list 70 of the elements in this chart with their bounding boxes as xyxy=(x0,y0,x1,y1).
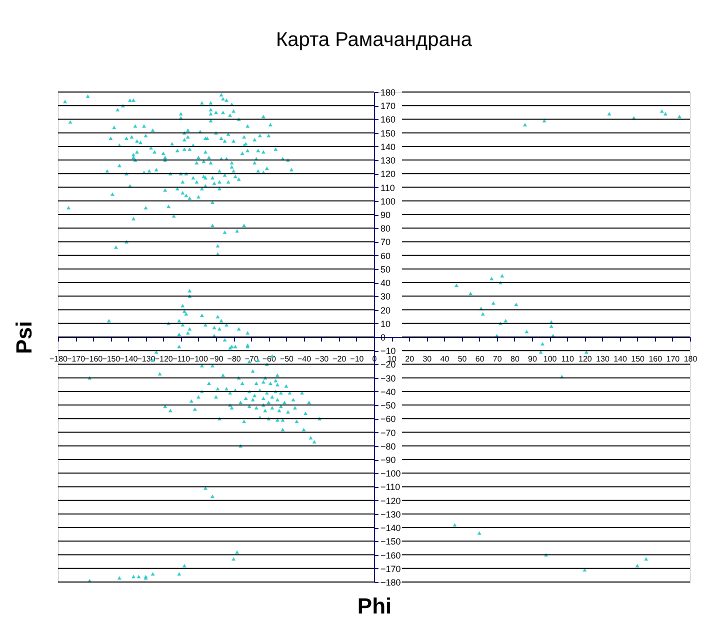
x-tick-label: −20 xyxy=(332,354,347,364)
y-tick-label: 10 xyxy=(380,318,391,329)
x-tick-label: −10 xyxy=(350,354,364,364)
y-tick-label: 50 xyxy=(380,264,391,274)
x-tick-label: 60 xyxy=(475,354,485,364)
x-tick-label: 50 xyxy=(458,354,468,364)
y-tick-label: −140 xyxy=(380,523,401,534)
x-tick-label: 100 xyxy=(543,354,558,364)
y-tick-label: 130 xyxy=(380,156,396,166)
y-tick-label: −90 xyxy=(380,455,396,465)
y-tick-label: −110 xyxy=(380,482,400,492)
x-tick-label: 90 xyxy=(528,354,538,364)
y-tick-label: −70 xyxy=(380,428,396,438)
x-tick-label: 70 xyxy=(492,354,502,364)
y-tick-label: 60 xyxy=(380,250,391,261)
x-tick-label: −110 xyxy=(172,354,191,364)
x-tick-label: 30 xyxy=(422,354,432,364)
x-tick-label: 130 xyxy=(596,354,610,364)
chart-title: Карта Рамачандрана xyxy=(276,29,473,51)
x-tick-label: −100 xyxy=(190,354,208,364)
y-tick-label: 180 xyxy=(380,88,396,98)
y-tick-label: 40 xyxy=(380,278,391,288)
y-tick-label: −80 xyxy=(380,441,396,452)
y-tick-label: 120 xyxy=(380,169,396,180)
x-tick-label: −40 xyxy=(297,354,312,364)
y-tick-label: −160 xyxy=(380,550,401,560)
y-tick-label: −60 xyxy=(380,414,396,424)
x-tick-label: −50 xyxy=(280,354,294,364)
x-tick-label: −150 xyxy=(102,354,121,364)
x-tick-label: 170 xyxy=(666,354,680,364)
x-axis-title: Phi xyxy=(357,594,392,618)
x-tick-label: −80 xyxy=(227,354,242,364)
y-tick-label: −180 xyxy=(380,578,401,588)
x-tick-label: 150 xyxy=(631,354,646,364)
y-tick-label: −120 xyxy=(380,496,401,506)
x-tick-label: −120 xyxy=(154,354,174,364)
x-tick-label: −30 xyxy=(315,354,330,364)
y-tick-label: −100 xyxy=(380,468,401,479)
y-tick-label: 100 xyxy=(380,196,396,206)
x-tick-label: −140 xyxy=(120,354,138,364)
x-tick-label: 140 xyxy=(614,354,628,364)
y-tick-label: 160 xyxy=(380,114,396,125)
y-tick-label: 30 xyxy=(380,292,391,302)
x-tick-label: −160 xyxy=(84,354,104,364)
x-tick-label: 110 xyxy=(561,354,575,364)
x-tick-label: −170 xyxy=(67,354,86,364)
y-tick-label: −40 xyxy=(380,386,396,397)
x-tick-label: −90 xyxy=(210,354,224,364)
y-tick-label: 170 xyxy=(380,101,396,112)
x-tick-label: 180 xyxy=(684,354,698,364)
x-tick-label: −180 xyxy=(49,354,68,364)
x-tick-label: 40 xyxy=(440,354,450,364)
y-tick-label: −150 xyxy=(380,536,401,547)
y-tick-label: 150 xyxy=(380,128,396,138)
y-tick-label: 20 xyxy=(380,305,391,316)
y-axis-title: Psi xyxy=(12,320,36,354)
y-tick-label: −130 xyxy=(380,509,401,520)
y-tick-label: 140 xyxy=(380,142,396,152)
y-tick-label: −170 xyxy=(380,564,401,574)
x-tick-label: 80 xyxy=(510,354,520,364)
y-tick-label: 70 xyxy=(380,237,391,248)
x-tick-label: 20 xyxy=(405,354,415,364)
y-tick-label: 110 xyxy=(380,182,395,193)
y-tick-label: −50 xyxy=(380,400,396,411)
x-tick-label: 120 xyxy=(578,354,592,364)
y-tick-label: 80 xyxy=(380,224,391,234)
x-tick-label: 160 xyxy=(648,354,663,364)
y-tick-label: −30 xyxy=(380,373,396,384)
y-tick-label: 90 xyxy=(380,210,391,220)
y-tick-label: −10 xyxy=(380,346,396,356)
